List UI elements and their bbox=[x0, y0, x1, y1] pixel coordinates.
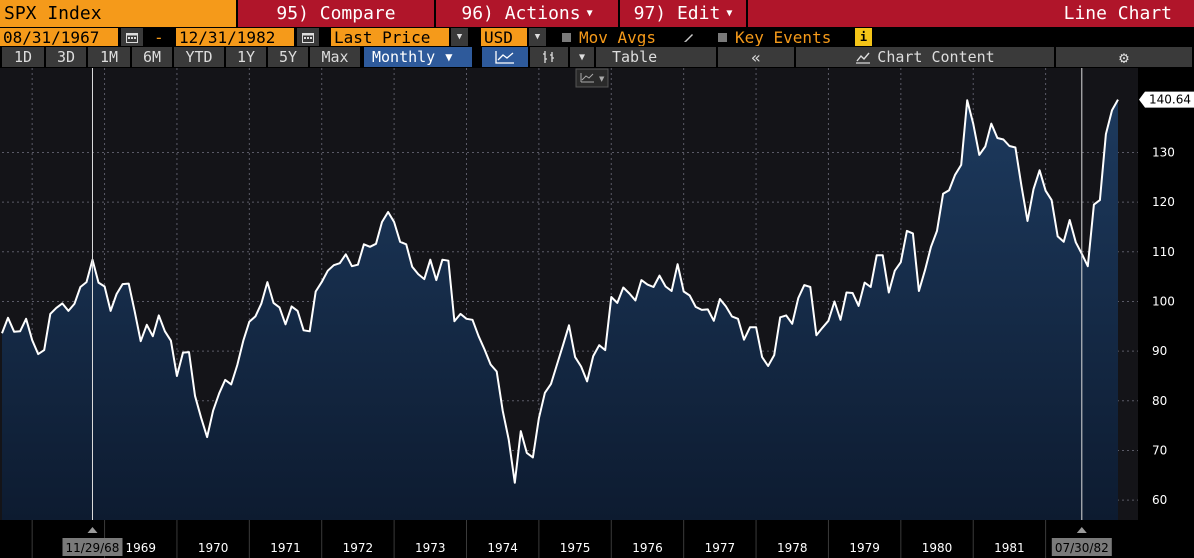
chart-content-label: Chart Content bbox=[877, 48, 995, 66]
x-tick-label: 1971 bbox=[270, 541, 301, 555]
y-tick-label: 120 bbox=[1152, 195, 1175, 209]
ticker-label: SPX Index bbox=[4, 3, 102, 24]
ohlc-icon[interactable] bbox=[530, 47, 568, 67]
crosshair-date-box bbox=[62, 538, 123, 556]
caret-down-icon: ▼ bbox=[586, 8, 593, 19]
crosshair-date-box bbox=[1051, 538, 1112, 556]
crosshairs: 11/29/68 07/30/82 bbox=[62, 68, 1112, 556]
x-tick-label: 1970 bbox=[198, 541, 229, 555]
date-separator: - bbox=[154, 28, 164, 46]
x-tick-label: 1975 bbox=[560, 541, 591, 555]
x-tick-label: 1976 bbox=[632, 541, 663, 555]
x-tick-label: 1974 bbox=[487, 541, 518, 555]
compare-label: 95) Compare bbox=[276, 3, 396, 24]
title-toolbar: SPX Index 95) Compare 96) Actions ▼ 97) … bbox=[0, 0, 1194, 27]
chart-type-label: Line Chart bbox=[1063, 3, 1172, 24]
table-button[interactable]: Table bbox=[596, 47, 716, 67]
range-6m[interactable]: 6M bbox=[132, 47, 172, 67]
x-tick-label: 1979 bbox=[849, 541, 880, 555]
edit-button[interactable]: 97) Edit ▼ bbox=[620, 0, 746, 27]
key-events-toggle[interactable]: Key Events bbox=[718, 28, 848, 46]
checkbox-icon bbox=[718, 32, 727, 42]
frequency-value: Monthly bbox=[372, 48, 436, 66]
range-1y[interactable]: 1Y bbox=[226, 47, 266, 67]
start-date-input[interactable]: 08/31/1967 bbox=[0, 28, 118, 46]
caret-down-icon: ▼ bbox=[599, 75, 605, 83]
range-3d[interactable]: 3D bbox=[46, 47, 86, 67]
actions-button[interactable]: 96) Actions ▼ bbox=[436, 0, 618, 27]
x-tick-label: 1981 bbox=[994, 541, 1025, 555]
x-tick-label: 1973 bbox=[415, 541, 446, 555]
price-line bbox=[1, 99, 1119, 484]
x-tick-label: 1969 bbox=[125, 541, 156, 555]
range-1d[interactable]: 1D bbox=[2, 47, 44, 67]
x-tick-label: 1972 bbox=[343, 541, 374, 555]
mov-avgs-label: Mov Avgs bbox=[579, 28, 657, 46]
chart-content-icon bbox=[856, 52, 871, 64]
y-tick-label: 100 bbox=[1152, 294, 1175, 308]
currency-select[interactable]: USD bbox=[481, 28, 527, 46]
y-tick-label: 90 bbox=[1152, 344, 1167, 358]
chart-content-button[interactable]: Chart Content bbox=[796, 47, 1054, 67]
caret-down-icon: ▼ bbox=[726, 8, 733, 19]
key-events-label: Key Events bbox=[735, 28, 832, 46]
calendar-icon[interactable] bbox=[121, 28, 143, 46]
last-value-label: 140.64 bbox=[1149, 93, 1191, 107]
edit-label: 97) Edit bbox=[633, 3, 721, 24]
caret-down-icon[interactable]: ▼ bbox=[529, 28, 546, 46]
y-tick-label: 110 bbox=[1152, 245, 1175, 259]
actions-label: 96) Actions bbox=[461, 3, 581, 24]
x-tick-label: 1980 bbox=[922, 541, 953, 555]
caret-down-icon[interactable]: ▼ bbox=[451, 28, 468, 46]
range-max[interactable]: Max bbox=[310, 47, 360, 67]
frequency-select[interactable]: Monthly ▼ bbox=[364, 47, 472, 67]
crosshair-marker[interactable] bbox=[1076, 527, 1087, 533]
start-date-value: 08/31/1967 bbox=[3, 28, 100, 46]
mini-chart-icon bbox=[580, 73, 594, 83]
gear-icon[interactable]: ⚙ bbox=[1056, 47, 1192, 67]
x-tick-label: 1977 bbox=[705, 541, 736, 555]
crosshair-date-label: 07/30/82 bbox=[1055, 541, 1109, 555]
y-tick-label: 60 bbox=[1152, 493, 1167, 507]
last-value-badge bbox=[1139, 91, 1194, 108]
range-bar: 1D 3D 1M 6M YTD 1Y 5Y Max Monthly ▼ ▼ Ta… bbox=[0, 47, 1194, 67]
crosshair-marker[interactable] bbox=[87, 527, 98, 533]
collapse-button[interactable]: « bbox=[718, 47, 794, 67]
range-5y[interactable]: 5Y bbox=[268, 47, 308, 67]
y-tick-label: 130 bbox=[1152, 145, 1175, 159]
x-axis-labels: 1969 1970 1971 1972 1973 1974 1975 1976 1977 1978… bbox=[125, 541, 1024, 555]
compare-button[interactable]: 95) Compare bbox=[238, 0, 434, 27]
y-tick-label: 70 bbox=[1152, 443, 1167, 457]
calendar-icon[interactable] bbox=[297, 28, 319, 46]
y-axis-labels: 60 70 80 90 100 110 120 130 140.64 bbox=[1139, 91, 1194, 507]
mov-avgs-toggle[interactable]: Mov Avgs bbox=[562, 28, 672, 46]
end-date-input[interactable]: 12/31/1982 bbox=[176, 28, 294, 46]
pencil-icon[interactable] bbox=[680, 28, 698, 46]
price-area bbox=[2, 99, 1118, 520]
caret-down-icon[interactable]: ▼ bbox=[570, 47, 594, 67]
info-icon[interactable]: i bbox=[855, 28, 872, 46]
ticker-field[interactable]: SPX Index bbox=[0, 0, 236, 27]
range-1m[interactable]: 1M bbox=[88, 47, 130, 67]
double-chevron-left-icon: « bbox=[751, 47, 761, 67]
field-select[interactable]: Last Price bbox=[331, 28, 449, 46]
chart-style-toggle[interactable]: ▼ bbox=[575, 68, 609, 88]
caret-down-icon: ▼ bbox=[445, 50, 453, 64]
y-tick-label: 80 bbox=[1152, 394, 1167, 408]
end-date-value: 12/31/1982 bbox=[179, 28, 276, 46]
range-ytd[interactable]: YTD bbox=[174, 47, 224, 67]
checkbox-icon bbox=[562, 32, 571, 42]
controls-bar: 08/31/1967 - 12/31/1982 Last Price ▼ USD… bbox=[0, 28, 1194, 46]
field-select-value: Last Price bbox=[334, 28, 431, 46]
table-label: Table bbox=[612, 48, 658, 66]
currency-value: USD bbox=[484, 28, 513, 46]
crosshair-date-label: 11/29/68 bbox=[66, 541, 120, 555]
x-tick-label: 1978 bbox=[777, 541, 808, 555]
chart-type-button[interactable]: Line Chart bbox=[748, 0, 1194, 27]
line-chart-icon[interactable] bbox=[482, 47, 528, 67]
